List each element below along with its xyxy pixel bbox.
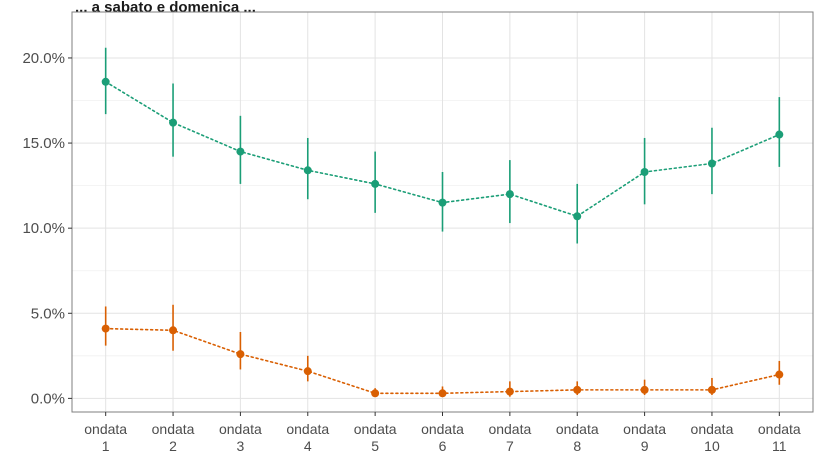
- x-tick-label-line: ondata: [286, 421, 329, 437]
- x-tick-label: ondata 6: [421, 421, 464, 454]
- x-tick-label-line: 3: [237, 438, 245, 454]
- y-tick-label: 10.0%: [22, 220, 65, 237]
- x-tick-label: ondata 10: [691, 421, 734, 454]
- x-tick-label-line: 9: [641, 438, 649, 454]
- series-2-point: [640, 385, 649, 394]
- series-2-point: [775, 370, 784, 379]
- series-1-point: [371, 179, 380, 188]
- series-1-point: [236, 147, 245, 156]
- series-1-point: [101, 77, 110, 86]
- x-tick-label: ondata 3: [219, 421, 262, 454]
- x-tick-label-line: 11: [772, 438, 787, 454]
- x-tick-label-line: 7: [506, 438, 514, 454]
- series-1-point: [775, 130, 784, 139]
- series-2-point: [573, 385, 582, 394]
- x-tick-label-line: ondata: [421, 421, 464, 437]
- x-tick-label-line: ondata: [219, 421, 262, 437]
- x-tick-label-line: 5: [371, 438, 379, 454]
- x-tick-label: ondata 4: [286, 421, 329, 454]
- y-tick-label: 20.0%: [22, 50, 65, 67]
- series-1-point: [573, 212, 582, 221]
- y-tick-label: 5.0%: [31, 305, 65, 322]
- x-tick-label-line: ondata: [488, 421, 531, 437]
- series-2-point: [707, 385, 716, 394]
- x-tick-label: ondata 2: [152, 421, 195, 454]
- x-tick-label-line: 10: [704, 438, 720, 454]
- series-2-point: [169, 326, 178, 335]
- x-tick-label-line: ondata: [623, 421, 666, 437]
- x-tick-label-line: 2: [169, 438, 177, 454]
- series-2-point: [438, 389, 447, 398]
- series-2-point: [101, 324, 110, 333]
- series-1-point: [505, 190, 514, 199]
- x-tick-label: ondata 11: [758, 421, 801, 454]
- x-tick-label-line: 6: [439, 438, 447, 454]
- x-tick-label: ondata 9: [623, 421, 666, 454]
- series-2-point: [505, 387, 514, 396]
- chart-title: ... a sabato e domenica ...: [75, 0, 256, 16]
- x-tick-label: ondata 1: [84, 421, 127, 454]
- x-tick-label: ondata 7: [488, 421, 531, 454]
- x-tick-label-line: ondata: [152, 421, 195, 437]
- x-tick-label-line: 4: [304, 438, 312, 454]
- series-2-point: [236, 350, 245, 359]
- y-tick-label: 15.0%: [22, 135, 65, 152]
- x-tick-label-line: ondata: [691, 421, 734, 437]
- x-tick-label-line: 1: [102, 438, 110, 454]
- x-tick-label-line: ondata: [354, 421, 397, 437]
- series-1-point: [438, 198, 447, 207]
- series-2-point: [303, 367, 312, 376]
- x-tick-label: ondata 8: [556, 421, 599, 454]
- x-tick-label-line: ondata: [84, 421, 127, 437]
- x-tick-label-line: ondata: [556, 421, 599, 437]
- series-1-point: [303, 166, 312, 175]
- series-2-point: [371, 389, 380, 398]
- data-points: [101, 77, 784, 398]
- y-tick-label: 0.0%: [31, 390, 65, 407]
- series-1-point: [707, 159, 716, 168]
- y-axis-ticks: 0.0% 5.0% 10.0% 15.0% 20.0%: [22, 50, 72, 407]
- x-tick-label: ondata 5: [354, 421, 397, 454]
- x-tick-label-line: ondata: [758, 421, 801, 437]
- x-tick-label-line: 8: [573, 438, 581, 454]
- series-1-point: [640, 168, 649, 176]
- series-1-point: [169, 118, 178, 127]
